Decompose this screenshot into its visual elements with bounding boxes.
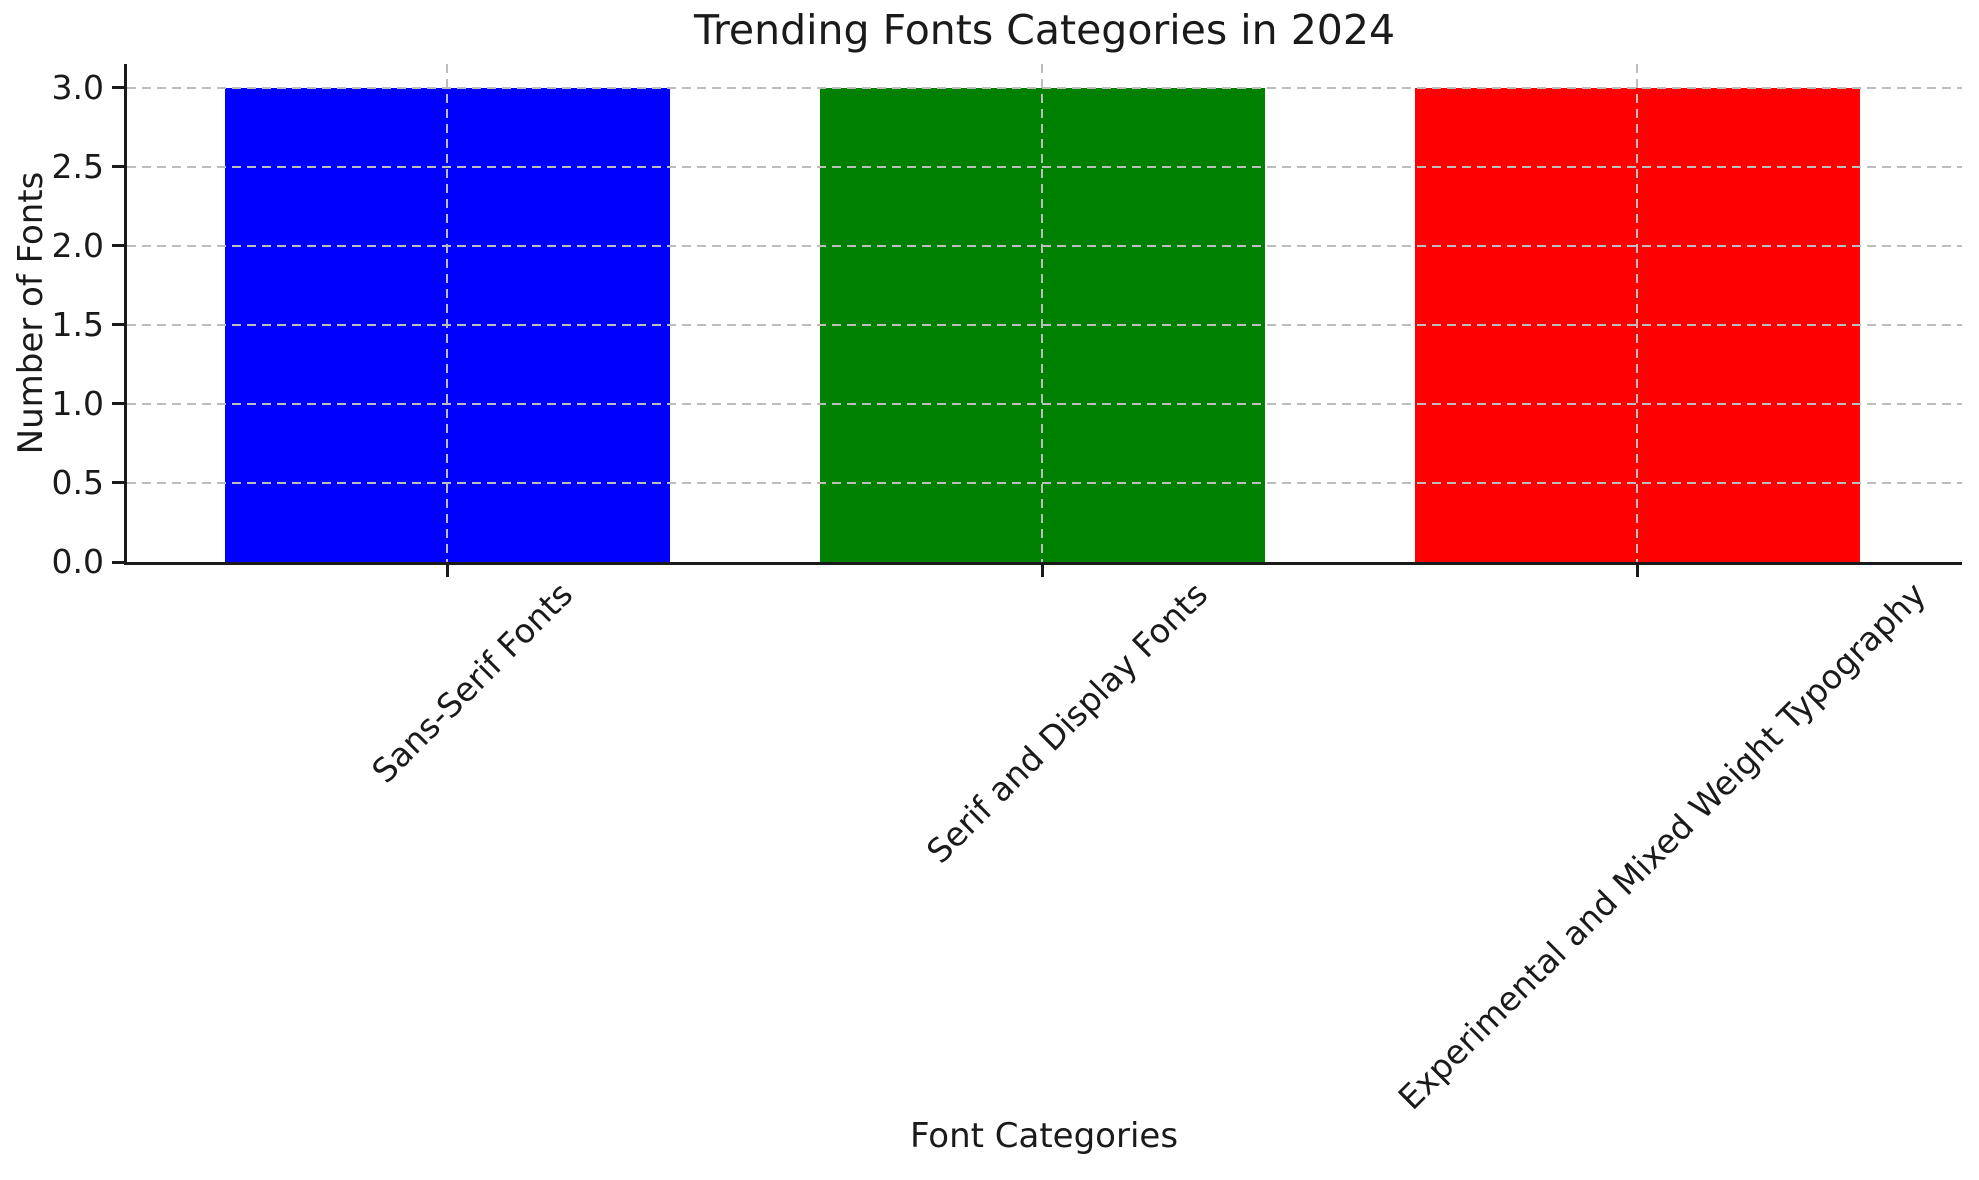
y-tick-label: 2.5	[51, 146, 104, 186]
y-tick-mark	[112, 402, 124, 406]
h-gridline	[127, 402, 1962, 405]
y-tick-label: 1.0	[51, 383, 104, 423]
y-tick-mark	[112, 165, 124, 169]
y-tick-label: 1.5	[51, 304, 104, 344]
y-tick-label: 0.0	[51, 542, 104, 581]
y-tick-mark	[112, 86, 124, 90]
y-tick-mark	[112, 244, 124, 248]
y-tick-label: 2.0	[51, 225, 104, 265]
h-gridline	[127, 481, 1962, 484]
x-tick-mark	[445, 565, 449, 577]
y-tick-label: 3.0	[51, 67, 104, 107]
x-axis-spine	[124, 562, 1962, 565]
x-tick-label-1: Serif and Display Fonts	[919, 574, 1216, 871]
y-tick-label: 0.5	[51, 462, 104, 502]
v-gridline	[1636, 64, 1638, 562]
v-gridline	[1041, 64, 1043, 562]
h-gridline	[127, 86, 1962, 89]
v-gridline	[446, 64, 448, 562]
x-tick-mark	[1635, 565, 1639, 577]
h-gridline	[127, 165, 1962, 168]
y-tick-mark	[112, 560, 124, 564]
h-gridline	[127, 323, 1962, 326]
chart-title: Trending Fonts Categories in 2024	[693, 6, 1396, 54]
y-axis-spine	[124, 64, 127, 565]
y-tick-mark	[112, 323, 124, 327]
x-axis-label: Font Categories	[909, 1116, 1179, 1156]
x-tick-label-2: Experimental and Mixed Weight Typography	[1390, 574, 1934, 1118]
x-tick-label-0: Sans-Serif Fonts	[364, 574, 581, 791]
y-tick-mark	[112, 481, 124, 485]
x-tick-mark	[1040, 565, 1044, 577]
h-gridline	[127, 244, 1962, 247]
